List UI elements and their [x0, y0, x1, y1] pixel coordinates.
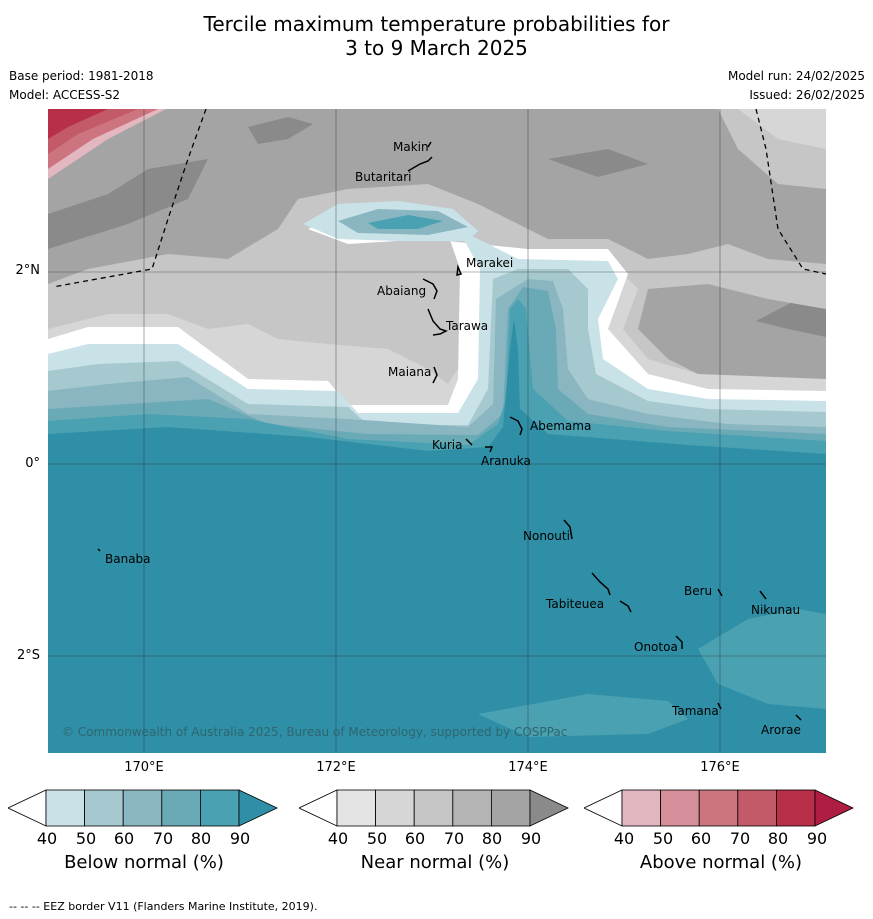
above-normal-80-corner — [48, 109, 108, 139]
tick-label: 90 — [520, 829, 542, 848]
meta-right: Model run: 24/02/2025 Issued: 26/02/2025 — [728, 67, 865, 105]
tick-label: 40 — [36, 829, 58, 848]
model-run: Model run: 24/02/2025 — [727, 69, 865, 83]
issued-date: Issued: 26/02/2025 — [749, 88, 865, 102]
eez-footnote: -- -- -- EEZ border V11 (Flanders Marine… — [9, 900, 318, 913]
near-normal-45-patch — [738, 109, 826, 149]
lat-label-2n: 2°N — [15, 263, 41, 278]
lat-label-2s: 2°S — [16, 648, 40, 663]
near-normal-70-patch — [48, 159, 208, 249]
colorbar-title-below: Below normal (%) — [64, 852, 224, 873]
place-label: Beru — [684, 584, 712, 598]
near-normal-70-patch — [248, 117, 313, 144]
tick-label: 80 — [190, 829, 212, 848]
place-label: Marakei — [466, 256, 513, 270]
copyright-notice: © Commonwealth of Australia 2025, Bureau… — [62, 725, 567, 739]
colorbar-cell — [737, 789, 777, 827]
colorbar-below-normal — [7, 788, 282, 832]
place-label: Tamana — [671, 704, 719, 718]
tick-label: 50 — [75, 829, 97, 848]
colorbar-title-above: Above normal (%) — [639, 852, 803, 873]
place-label: Nikunau — [751, 603, 800, 617]
near-normal-70-patch — [548, 149, 648, 177]
tick-label: 70 — [152, 829, 174, 848]
colorbar-cell — [698, 789, 739, 827]
place-label: Butaritari — [355, 170, 412, 184]
lat-label-0: 0° — [25, 456, 40, 471]
place-label: Aranuka — [481, 454, 531, 468]
islands — [97, 141, 802, 721]
colorbar-extend-low — [298, 789, 338, 827]
place-label: Kuria — [432, 438, 463, 452]
place-label: Abaiang — [377, 284, 426, 298]
place-labels: Makin Butaritari Marakei Abaiang Tarawa … — [105, 140, 801, 737]
colorbar-cell — [452, 789, 492, 827]
place-label: Banaba — [105, 552, 151, 566]
colorbar-cell — [775, 789, 816, 827]
tick-label: 60 — [113, 829, 135, 848]
lon-label-176e: 176°E — [700, 760, 740, 775]
graticule — [48, 109, 826, 753]
title-line-1: Tercile maximum temperature probabilitie… — [203, 12, 670, 36]
colorbar-title-near: Near normal (%) — [360, 852, 510, 873]
tick-label: 70 — [729, 829, 751, 848]
meta-left: Base period: 1981-2018 Model: ACCESS-S2 — [9, 67, 154, 105]
place-label: Maiana — [388, 365, 431, 379]
place-label: Abemama — [530, 419, 591, 433]
title-line-2: 3 to 9 March 2025 — [345, 36, 528, 60]
colorbar-cell — [660, 789, 700, 827]
tick-label: 40 — [327, 829, 349, 848]
colorbar-below-svg — [7, 789, 278, 827]
below-normal-80-tongue — [368, 215, 443, 229]
colorbar-cell — [45, 789, 85, 827]
tick-label: 40 — [613, 829, 635, 848]
place-label: Makin — [393, 140, 429, 154]
colorbar-near-svg — [298, 789, 569, 827]
colorbar-extend-high — [529, 789, 569, 827]
lon-label-174e: 174°E — [508, 760, 548, 775]
colorbar-cell — [199, 789, 240, 827]
colorbar-near-normal — [298, 788, 573, 832]
tick-label: 90 — [806, 829, 828, 848]
place-label: Onotoa — [634, 640, 678, 654]
tick-label: 60 — [690, 829, 712, 848]
colorbar-extend-high — [814, 789, 854, 827]
place-label: Nonouti — [523, 529, 570, 543]
map-svg: Makin Butaritari Marakei Abaiang Tarawa … — [48, 109, 826, 753]
tick-label: 50 — [366, 829, 388, 848]
colorbar-above-normal — [583, 788, 858, 832]
below-normal-80-patch — [698, 609, 826, 709]
colorbar-cell — [490, 789, 531, 827]
lon-label-170e: 170°E — [124, 760, 164, 775]
colorbar-cell — [413, 789, 454, 827]
colorbar-extend-low — [583, 789, 623, 827]
colorbar-cell — [336, 789, 376, 827]
base-period: Base period: 1981-2018 — [9, 69, 154, 83]
below-normal-80-patch — [478, 694, 688, 737]
tick-label: 80 — [481, 829, 503, 848]
colorbar-cell — [161, 789, 201, 827]
tick-label: 60 — [404, 829, 426, 848]
model-name: Model: ACCESS-S2 — [9, 88, 121, 102]
eez-border — [52, 109, 826, 288]
colorbar-cell — [122, 789, 163, 827]
map-title: Tercile maximum temperature probabilitie… — [0, 12, 873, 60]
colorbar-extend-high — [238, 789, 278, 827]
colorbar-above-svg — [583, 789, 854, 827]
map-area: Makin Butaritari Marakei Abaiang Tarawa … — [48, 109, 826, 753]
place-label: Tarawa — [445, 319, 488, 333]
tick-label: 80 — [767, 829, 789, 848]
colorbar-cell — [84, 789, 124, 827]
below-normal-90-layer — [48, 319, 826, 753]
tick-label: 50 — [652, 829, 674, 848]
tick-label: 90 — [229, 829, 251, 848]
colorbar-cell — [375, 789, 415, 827]
colorbar-extend-low — [7, 789, 47, 827]
place-label: Tabiteuea — [545, 597, 604, 611]
place-label: Arorae — [761, 723, 801, 737]
tick-label: 70 — [443, 829, 465, 848]
colorbar-cell — [621, 789, 661, 827]
lon-label-172e: 172°E — [316, 760, 356, 775]
